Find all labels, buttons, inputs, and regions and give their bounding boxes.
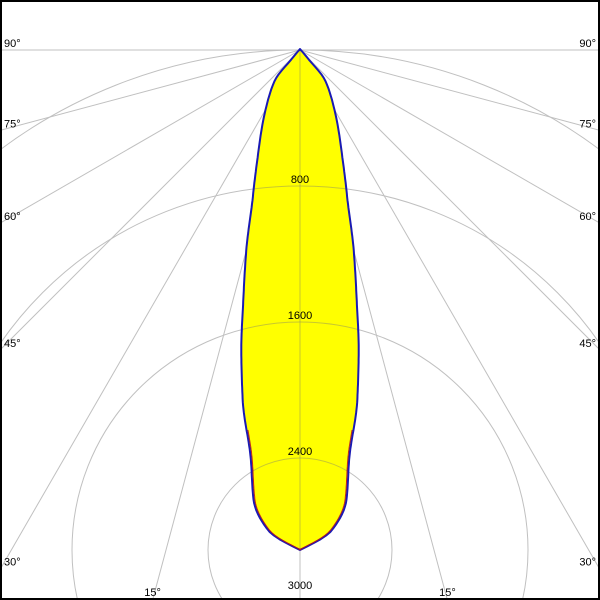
svg-text:60°: 60° (579, 211, 596, 223)
svg-text:90°: 90° (579, 38, 596, 50)
svg-text:30°: 30° (4, 557, 21, 569)
svg-text:45°: 45° (579, 338, 596, 350)
svg-text:15°: 15° (144, 587, 161, 599)
svg-text:1600: 1600 (288, 310, 312, 322)
svg-text:30°: 30° (579, 557, 596, 569)
svg-text:60°: 60° (4, 211, 21, 223)
svg-text:2400: 2400 (288, 446, 312, 458)
svg-text:90°: 90° (4, 38, 21, 50)
svg-text:45°: 45° (4, 338, 21, 350)
svg-text:800: 800 (291, 174, 309, 186)
svg-text:15°: 15° (439, 587, 456, 599)
svg-text:75°: 75° (4, 118, 21, 130)
svg-text:75°: 75° (579, 118, 596, 130)
svg-text:3000: 3000 (288, 580, 312, 592)
